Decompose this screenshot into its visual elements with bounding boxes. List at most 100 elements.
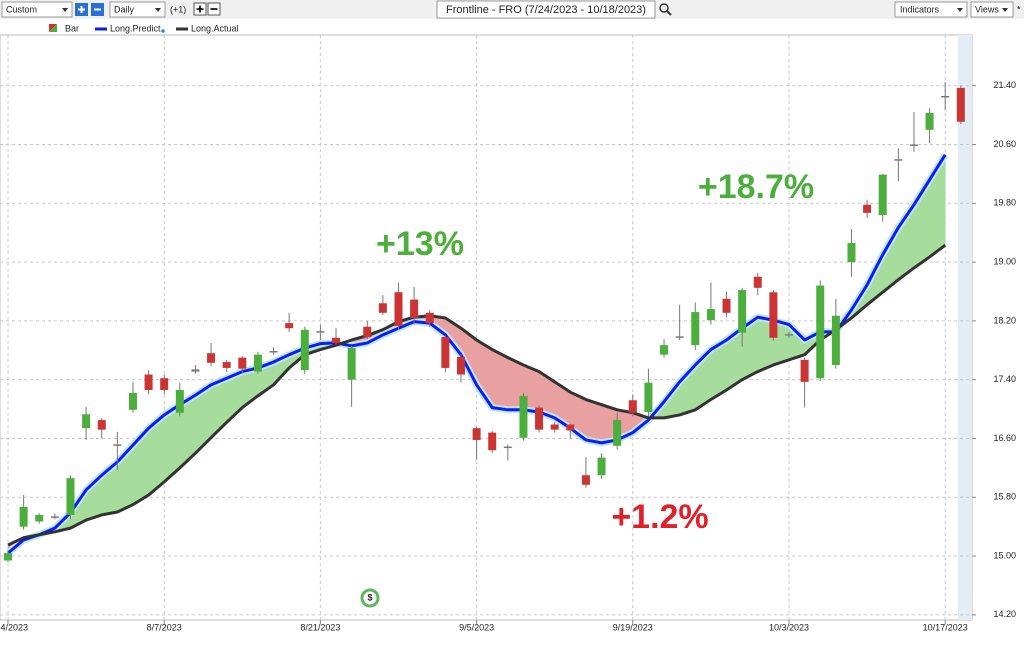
candle-body — [472, 428, 481, 440]
legend-label: Long.Predict — [110, 23, 161, 33]
candle-body — [425, 312, 434, 324]
line-series — [7, 243, 947, 547]
candle-body — [706, 309, 715, 321]
candle-body — [675, 336, 684, 338]
candle-body — [175, 389, 184, 413]
candle-body — [300, 329, 309, 371]
indicators-select[interactable] — [894, 1, 968, 18]
candle-body — [941, 95, 950, 98]
annotation: +18.7% — [698, 168, 814, 206]
candle-body — [144, 374, 153, 390]
candle-body — [660, 345, 669, 355]
interval-label: Daily — [114, 4, 135, 14]
candle-body — [363, 326, 372, 338]
candle-body — [285, 323, 294, 329]
candle-body — [253, 354, 262, 372]
spread-fill — [491, 349, 509, 411]
candle-body — [410, 299, 419, 318]
candle-body — [222, 362, 231, 368]
candle-body — [488, 432, 497, 451]
candle-body — [581, 475, 590, 485]
candle-body — [378, 303, 387, 313]
x-tick-label: 8/21/2023 — [300, 622, 340, 632]
candle-body — [50, 516, 59, 518]
candle-body — [160, 378, 169, 390]
candle-body — [347, 348, 356, 380]
legend-icon-bar — [49, 24, 57, 32]
x-tick-label: 8/7/2023 — [147, 622, 182, 632]
candle-body — [628, 400, 637, 413]
candle-body — [97, 420, 106, 430]
annotation: +1.2% — [611, 498, 708, 536]
views-select[interactable] — [970, 1, 1014, 18]
candle-body — [82, 414, 91, 429]
plus-icon — [196, 5, 204, 13]
legend-info-dot — [161, 29, 165, 33]
range-select[interactable] — [1, 1, 73, 18]
annotation: +13% — [376, 225, 464, 263]
y-tick-label: 15.80 — [993, 492, 1016, 502]
y-tick-label: 20.60 — [993, 139, 1016, 149]
candle-body — [35, 514, 44, 522]
candle-body — [332, 337, 341, 343]
candle-body — [113, 444, 122, 446]
y-tick-label: 17.40 — [993, 374, 1016, 384]
spread-fill — [585, 399, 602, 444]
legend-label: Long.Actual — [191, 23, 239, 33]
search-icon-handle — [666, 10, 672, 16]
y-tick-label: 16.60 — [993, 433, 1016, 443]
candle-body — [207, 353, 216, 363]
candle-body — [191, 369, 200, 372]
candle-body — [66, 478, 75, 515]
dropdown-arrow — [957, 8, 963, 12]
x-tick-label: 7/24/2023 — [0, 622, 28, 632]
candle-body — [566, 424, 575, 431]
candle-body — [785, 334, 793, 336]
candle-body — [238, 357, 247, 369]
candle-body — [441, 337, 450, 368]
candle-body — [863, 204, 872, 213]
candle-body — [519, 395, 528, 438]
offset-label: (+1) — [170, 4, 186, 14]
candle-body — [550, 424, 559, 430]
x-tick-label: 10/17/2023 — [923, 622, 968, 632]
legend: Bar Long.Predict Long.Actual — [49, 23, 239, 33]
candle-body — [722, 298, 731, 313]
candle-body — [894, 159, 903, 161]
more-icon[interactable]: * — [1017, 4, 1021, 14]
candle-body — [691, 312, 700, 346]
candle-body — [847, 242, 856, 263]
candle-body — [394, 292, 403, 327]
candle-body — [878, 174, 887, 216]
candle-body — [769, 292, 778, 338]
y-tick-label: 21.40 — [993, 80, 1016, 90]
y-tick-label: 15.00 — [993, 550, 1016, 560]
title-box[interactable] — [436, 0, 656, 19]
candle-body — [613, 420, 622, 446]
range-label: Custom — [6, 4, 37, 14]
candle-body — [4, 553, 12, 561]
y-tick-label: 18.20 — [993, 315, 1016, 325]
y-tick-label: 14.20 — [993, 609, 1016, 619]
dividend-label: $ — [367, 592, 372, 602]
plot-area — [0, 34, 973, 621]
candle-body — [269, 351, 278, 353]
candle-body — [956, 87, 965, 122]
dividend-icon[interactable] — [360, 588, 380, 608]
candle-body — [456, 356, 465, 375]
dropdown-arrow — [62, 8, 68, 12]
candle-body — [316, 331, 325, 333]
y-tick-label: 19.80 — [993, 198, 1016, 208]
legend-label: Bar — [65, 23, 79, 33]
search-icon[interactable] — [659, 3, 669, 13]
interval-select[interactable] — [109, 1, 166, 18]
views-label: Views — [975, 4, 999, 14]
dropdown-arrow — [155, 8, 161, 12]
candle-body — [128, 392, 137, 410]
dropdown-arrow — [1002, 8, 1008, 12]
candle-body — [753, 276, 762, 288]
x-tick-label: 9/5/2023 — [459, 622, 494, 632]
candle-body — [644, 382, 653, 413]
candle-body — [816, 285, 825, 379]
